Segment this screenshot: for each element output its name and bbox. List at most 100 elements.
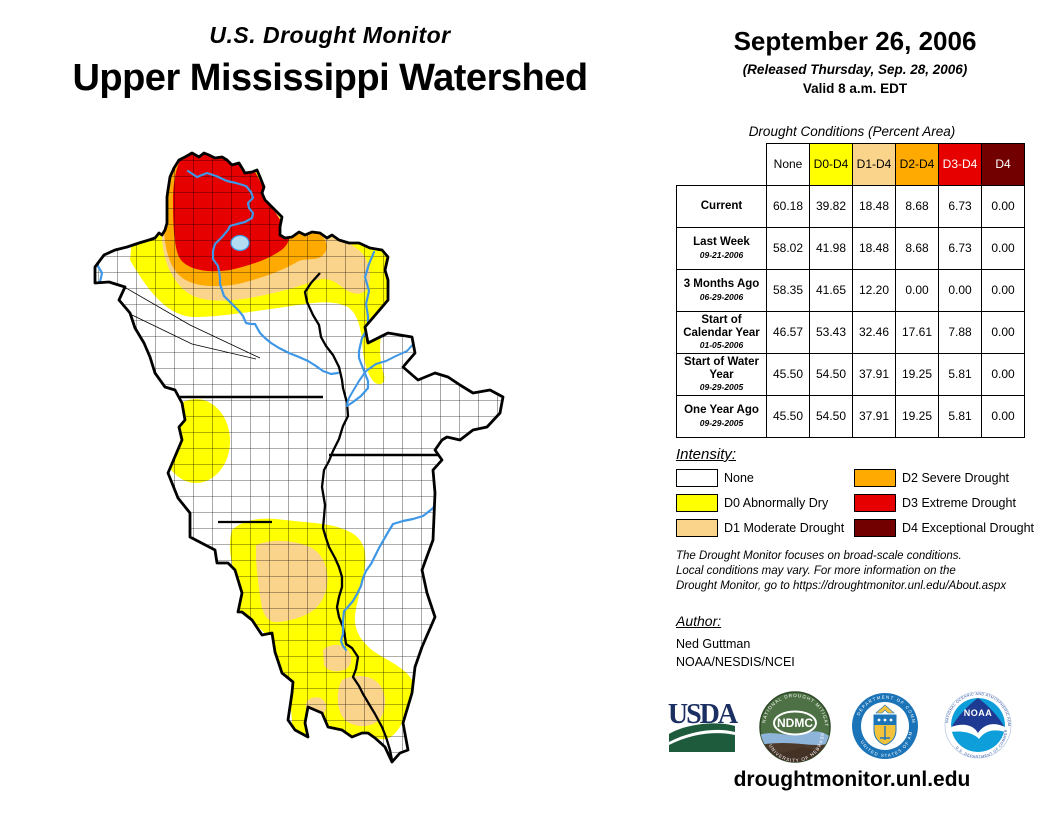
legend-swatch-d0 — [676, 494, 718, 512]
cell-value: 0.00 — [895, 268, 939, 312]
col-header-d1d4: D1-D4 — [852, 143, 896, 186]
cell-value: 0.00 — [981, 268, 1025, 312]
watershed-map-svg — [93, 151, 505, 764]
river-wisconsin — [346, 340, 417, 405]
cell-value: 58.35 — [766, 268, 810, 312]
date-block: September 26, 2006 (Released Thursday, S… — [688, 26, 1022, 96]
cell-value: 12.20 — [852, 268, 896, 312]
cell-value: 8.68 — [895, 184, 939, 228]
legend-label: D2 Severe Drought — [902, 471, 1010, 485]
cell-value: 37.91 — [852, 352, 896, 396]
col-header-d4: D4 — [981, 143, 1025, 186]
usda-logo: USDA — [666, 699, 741, 757]
author-name: Ned Guttman — [676, 637, 751, 651]
cell-value: 5.81 — [938, 394, 982, 438]
cell-value: 60.18 — [766, 184, 810, 228]
cell-value: 6.73 — [938, 226, 982, 270]
cell-value: 18.48 — [852, 226, 896, 270]
cell-value: 18.48 — [852, 184, 896, 228]
doc-seal-logo: DEPARTMENT OF COMMERCE UNITED STATES OF … — [851, 692, 919, 765]
author-org: NOAA/NESDIS/NCEI — [676, 655, 795, 669]
cell-value: 17.61 — [895, 310, 939, 354]
col-header-d3d4: D3-D4 — [938, 143, 982, 186]
cell-value: 54.50 — [809, 394, 853, 438]
cell-value: 19.25 — [895, 394, 939, 438]
cell-value: 41.65 — [809, 268, 853, 312]
map-interior — [95, 153, 503, 762]
row-label: Start of Water Year — [684, 356, 759, 381]
cell-value: 0.00 — [938, 268, 982, 312]
table-row: One Year Ago 09-29-2005 45.50 54.50 37.91… — [676, 394, 1025, 438]
legend-label: D1 Moderate Drought — [724, 521, 845, 535]
table-row: Current 60.18 39.82 18.48 8.68 6.73 0.00 — [676, 184, 1025, 228]
watershed-outline — [93, 151, 505, 764]
cell-value: 8.68 — [895, 226, 939, 270]
cell-value: 6.73 — [938, 184, 982, 228]
cell-value: 39.82 — [809, 184, 853, 228]
ndmc-logo: NATIONAL DROUGHT MITIGATION CENTER UNIVE… — [758, 690, 832, 769]
disclaimer-line: Local conditions may vary. For more info… — [676, 565, 956, 577]
valid-time: Valid 8 a.m. EDT — [802, 81, 908, 96]
legend-swatch-d4 — [854, 519, 896, 537]
disclaimer-line: Drought Monitor, go to https://droughtmo… — [676, 580, 1007, 592]
river-st-croix — [345, 250, 376, 408]
legend-swatch-d2 — [854, 469, 896, 487]
legend-swatch-d1 — [676, 519, 718, 537]
state-border-mississippi — [303, 272, 394, 761]
table-header-row: None D0-D4 D1-D4 D2-D4 D3-D4 D4 — [676, 143, 1025, 186]
disclaimer-text: The Drought Monitor focuses on broad-sca… — [676, 549, 1006, 594]
cell-value: 45.50 — [766, 394, 810, 438]
table-row: Last Week 09-21-2006 58.02 41.98 18.48 8.… — [676, 226, 1025, 270]
river-mississippi-headwaters — [186, 169, 340, 376]
col-header-d2d4: D2-D4 — [895, 143, 939, 186]
cell-value: 41.98 — [809, 226, 853, 270]
row-date: 09-29-2005 — [699, 417, 744, 428]
watershed-map — [80, 145, 510, 765]
col-header-none: None — [766, 143, 810, 186]
cell-value: 0.00 — [981, 310, 1025, 354]
row-date: 09-29-2005 — [699, 382, 744, 392]
row-label: 3 Months Ago — [683, 278, 760, 291]
cell-value: 0.00 — [981, 352, 1025, 396]
cell-value: 58.02 — [766, 226, 810, 270]
cell-value: 7.88 — [938, 310, 982, 354]
cell-value: 45.50 — [766, 352, 810, 396]
legend-swatch-d3 — [854, 494, 896, 512]
footer-url: droughtmonitor.unl.edu — [733, 768, 971, 791]
row-label: Last Week — [693, 236, 750, 249]
legend-label: D3 Extreme Drought — [902, 496, 1016, 510]
row-label: Start of Calendar Year — [683, 314, 760, 339]
released-date: (Released Thursday, Sep. 28, 2006) — [742, 62, 968, 77]
legend-label: None — [724, 471, 754, 485]
table-row: Start of Calendar Year 01-05-2006 46.57 5… — [676, 310, 1025, 354]
cell-value: 19.25 — [895, 352, 939, 396]
row-label: Current — [700, 199, 743, 212]
ndmc-logo-text: NDMC — [777, 716, 813, 730]
row-date: 06-29-2006 — [699, 291, 744, 302]
cell-value: 53.43 — [809, 310, 853, 354]
region-title: Upper Mississippi Watershed — [72, 57, 588, 99]
title-block: U.S. Drought Monitor Upper Mississippi W… — [0, 22, 660, 100]
noaa-logo: NATIONAL OCEANIC AND ATMOSPHERIC ADMINIS… — [944, 691, 1012, 764]
col-header-d0d4: D0-D4 — [809, 143, 853, 186]
river-minnesota — [95, 261, 104, 284]
monitor-title: U.S. Drought Monitor — [209, 22, 451, 48]
cell-value: 54.50 — [809, 352, 853, 396]
cell-value: 0.00 — [981, 226, 1025, 270]
cell-value: 37.91 — [852, 394, 896, 438]
lake-mille-lacs — [230, 234, 250, 252]
drought-table: None D0-D4 D1-D4 D2-D4 D3-D4 D4 Current … — [676, 143, 1025, 438]
cell-value: 0.00 — [981, 394, 1025, 438]
table-row: Start of Water Year 09-29-2005 45.50 54.5… — [676, 352, 1025, 396]
cell-value: 0.00 — [981, 184, 1025, 228]
noaa-logo-text: NOAA — [964, 708, 993, 718]
map-date: September 26, 2006 — [733, 26, 977, 56]
disclaimer-line: The Drought Monitor focuses on broad-sca… — [676, 550, 962, 562]
subbasin-line — [131, 314, 257, 360]
legend-swatch-none — [676, 469, 718, 487]
row-date: 09-21-2006 — [699, 249, 744, 260]
county-grid — [95, 153, 503, 762]
cell-value: 46.57 — [766, 310, 810, 354]
row-label: One Year Ago — [684, 404, 759, 417]
